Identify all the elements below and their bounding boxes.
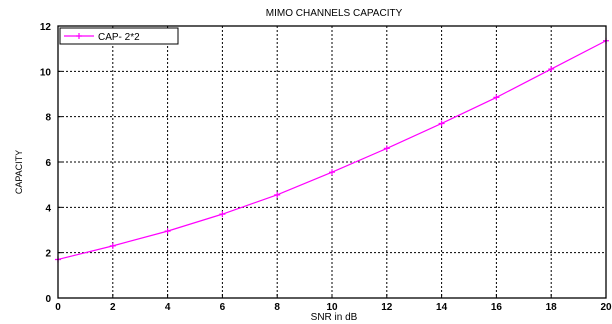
data-point xyxy=(164,228,171,235)
x-tick-label: 14 xyxy=(436,302,448,313)
legend-box xyxy=(59,27,179,45)
x-tick-label: 16 xyxy=(491,302,503,313)
x-tick-label: 20 xyxy=(600,302,612,313)
y-tick-label: 8 xyxy=(45,113,51,124)
legend: CAP- 2*2 xyxy=(59,27,179,45)
data-point xyxy=(274,191,281,198)
x-tick-label: 0 xyxy=(55,302,61,313)
x-tick-label: 12 xyxy=(381,302,393,313)
data-point xyxy=(493,94,500,101)
data-point xyxy=(548,66,555,73)
x-tick-label: 2 xyxy=(110,302,116,313)
x-axis-label: SNR in dB xyxy=(311,312,358,323)
data-point xyxy=(109,242,116,249)
y-tick-label: 10 xyxy=(40,67,52,78)
legend-label: CAP- 2*2 xyxy=(98,32,140,43)
x-tick-label: 8 xyxy=(274,302,280,313)
x-tick-label: 6 xyxy=(220,302,226,313)
y-axis-label: CAPACITY xyxy=(14,150,24,194)
legend-marker xyxy=(76,33,82,39)
y-tick-label: 6 xyxy=(45,158,51,169)
x-tick-label: 4 xyxy=(165,302,171,313)
chart-title: MIMO CHANNELS CAPACITY xyxy=(266,8,403,19)
y-tick-label: 4 xyxy=(45,203,51,214)
data-point xyxy=(219,211,226,218)
data-point xyxy=(329,169,335,176)
data-point xyxy=(383,145,390,152)
plot-frame xyxy=(57,25,607,299)
y-tick-label: 12 xyxy=(40,22,52,33)
x-tick-label: 10 xyxy=(326,302,338,313)
data-point xyxy=(438,120,445,127)
y-tick-label: 0 xyxy=(45,294,51,305)
y-tick-label: 2 xyxy=(45,249,51,260)
x-tick-label: 18 xyxy=(546,302,558,313)
